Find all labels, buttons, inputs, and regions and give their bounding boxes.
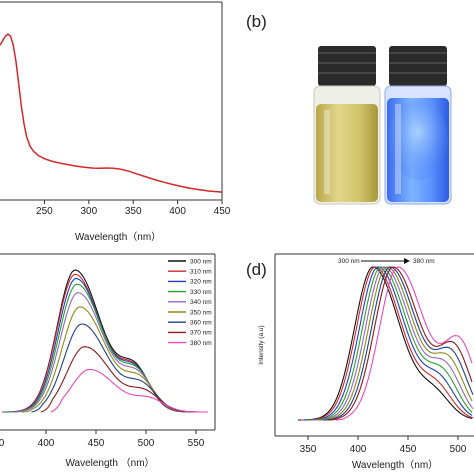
yellow-vial-cap [318,46,376,86]
panel-b: (b) [246,12,452,205]
panel-c-series-line [40,346,208,413]
panel-d-x-tick-label: 450 [400,444,417,455]
panel-d-series [298,266,474,421]
panel-d-x-axis-label: Wavelength（nm） [352,459,438,471]
panel-c-series-line [50,368,208,413]
panel-c-x-tick-label: 400 [38,438,55,449]
panel-c-legend-label: 380 nm [190,340,212,347]
panel-c-legend-label: 340 nm [190,299,212,306]
panel-d-y-axis-label: Intensity (a.u) [258,325,265,364]
panel-d-label: (d) [246,260,267,279]
panel-a-x-tick-label: 450 [214,206,231,217]
panel-a-x-tick-label: 350 [125,206,142,217]
panel-d-x-tick-label: 500 [450,444,467,455]
panel-d-x-ticks: 350 400 450 500 [300,436,467,455]
panel-d-annotation-end: 380 nm [413,258,435,265]
panel-b-label: (b) [246,12,267,31]
panel-d-series-line [301,266,474,421]
panel-c-frame [0,253,216,431]
blue-vial [384,46,452,205]
panel-d-series-line [308,266,473,421]
yellow-vial [313,46,381,205]
panel-d-series-line [298,266,473,421]
panel-d-annotation-start: 300 nm [338,258,360,265]
panel-a-x-tick-label: 400 [169,206,186,217]
panel-c-x-tick-label: 500 [138,438,155,449]
panel-d-series-line [323,266,474,421]
panel-d-series-line [318,266,473,421]
panel-d-annotation-arrowhead [404,258,410,264]
panel-c-legend-label: 300 nm [190,258,212,265]
panel-c: 350 400 450 500 550 Wavelength （nm） 300 nm 31… [0,253,216,469]
panel-c-legend-label: 310 nm [190,269,212,276]
panel-c-legend-label: 320 nm [190,279,212,286]
panel-c-legend-label: 360 nm [190,320,212,327]
yellow-vial-liquid [316,104,378,202]
panel-c-series [2,269,208,413]
panel-d-series-line [304,266,473,421]
panel-c-x-tick-label: 350 [0,438,5,449]
blue-vial-cap [389,46,447,86]
panel-c-legend-label: 350 nm [190,309,212,316]
panel-c-x-ticks: 350 400 450 500 550 [0,430,205,449]
panel-c-legend: 300 nm 310 nm 320 nm 330 nm 340 nm 350 nm 360 … [168,258,212,347]
panel-a-x-tick-label: 250 [36,206,53,217]
panel-c-x-axis-label: Wavelength （nm） [65,457,154,469]
panel-d: (d) Intensity (a.u) 350 400 450 500 Wavelen… [246,253,474,471]
panel-c-x-tick-label: 550 [188,438,205,449]
panel-c-legend-label: 370 nm [190,330,212,337]
panel-c-legend-label: 330 nm [190,289,212,296]
panel-a-frame [0,1,223,201]
panel-d-series-line [335,266,473,421]
panel-a-absorption-line [0,32,223,193]
panel-a-x-tick-label: 300 [80,206,97,217]
panel-d-x-tick-label: 350 [300,444,317,455]
panel-a-x-ticks: 250 300 350 400 450 [36,200,231,217]
panel-a: 250 300 350 400 450 Wavelength（nm） [0,1,231,243]
panel-d-series-line [327,266,473,421]
panel-d-frame [274,253,474,437]
panel-d-series-line [313,266,474,421]
panel-c-x-tick-label: 450 [88,438,105,449]
panel-a-x-axis-label: Wavelength（nm） [75,231,161,243]
panel-d-x-tick-label: 400 [350,444,367,455]
